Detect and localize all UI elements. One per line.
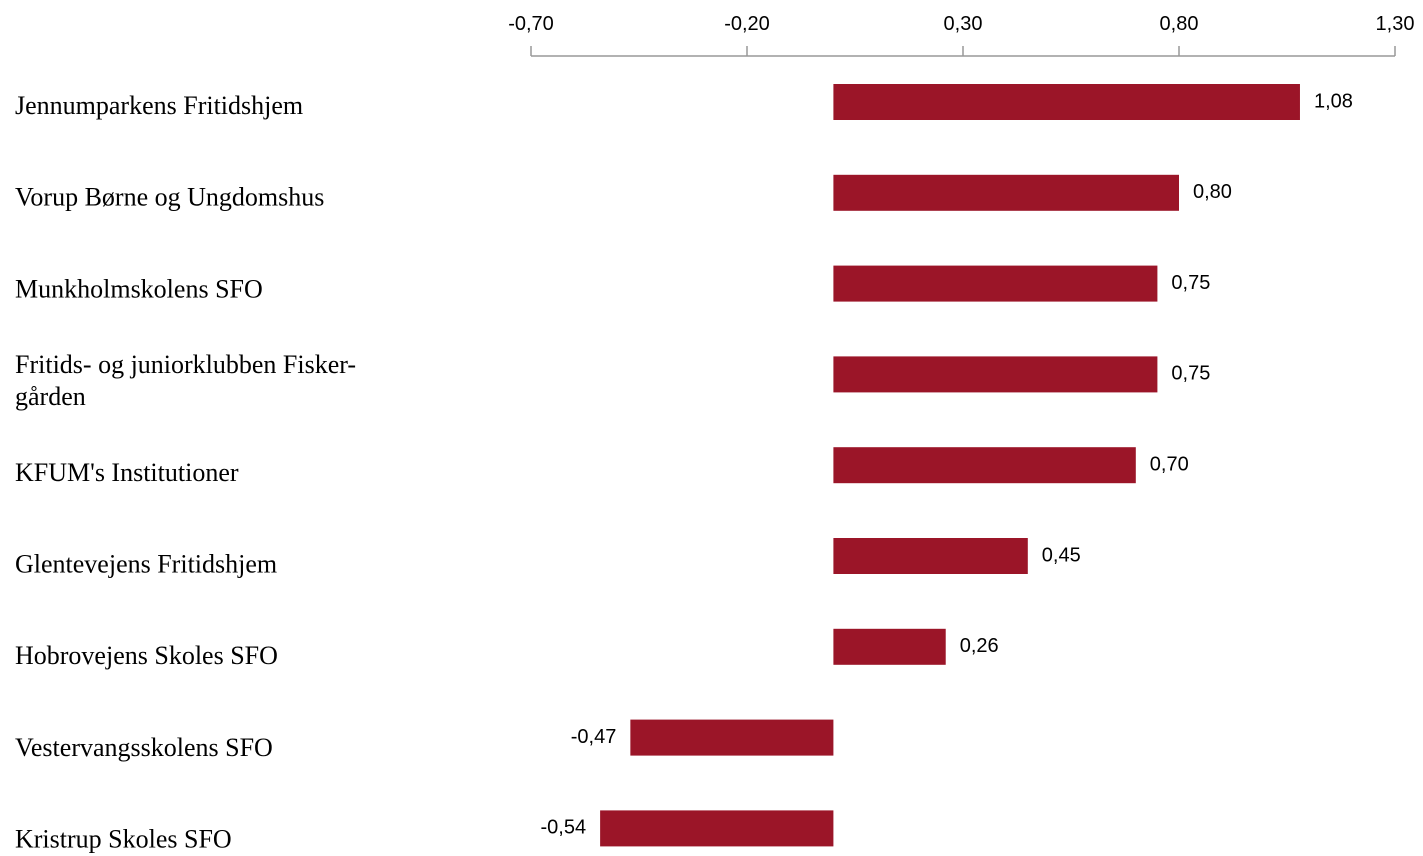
bar xyxy=(833,447,1136,484)
category-label: Jennumparkens Fritidshjem xyxy=(15,91,303,120)
bar xyxy=(833,84,1300,120)
data-label: 0,26 xyxy=(960,635,999,657)
x-tick-label: 0,80 xyxy=(1160,13,1199,35)
data-label: 0,75 xyxy=(1171,363,1210,385)
bar xyxy=(600,810,834,847)
data-label: -0,54 xyxy=(541,817,587,839)
category-label: KFUM's Institutioner xyxy=(15,458,239,487)
data-label: -0,47 xyxy=(571,726,617,748)
category-label: Kristrup Skoles SFO xyxy=(15,825,232,854)
data-label: 0,80 xyxy=(1193,181,1232,203)
category-label: Glentevejens Fritidshjem xyxy=(15,550,277,579)
bar xyxy=(833,174,1179,211)
x-tick-label: 0,30 xyxy=(944,13,983,35)
data-label: 0,70 xyxy=(1150,453,1189,475)
x-tick-label: 1,30 xyxy=(1376,13,1415,35)
data-label: 1,08 xyxy=(1314,90,1353,112)
category-label: Hobrovejens Skoles SFO xyxy=(15,641,278,670)
x-tick-label: -0,20 xyxy=(724,13,770,35)
category-label: Vorup Børne og Ungdomshus xyxy=(15,183,324,212)
data-label: 0,75 xyxy=(1171,272,1210,294)
bar xyxy=(833,356,1158,393)
x-tick-label: -0,70 xyxy=(508,13,554,35)
bar xyxy=(630,719,834,756)
bar xyxy=(833,265,1158,302)
bar xyxy=(833,538,1028,574)
bar xyxy=(833,628,946,665)
data-label: 0,45 xyxy=(1042,544,1081,566)
category-label: Vestervangsskolens SFO xyxy=(15,733,273,762)
category-label: Fritids- og juniorklubben Fisker-gården xyxy=(15,350,356,411)
category-label: Munkholmskolens SFO xyxy=(15,274,263,303)
